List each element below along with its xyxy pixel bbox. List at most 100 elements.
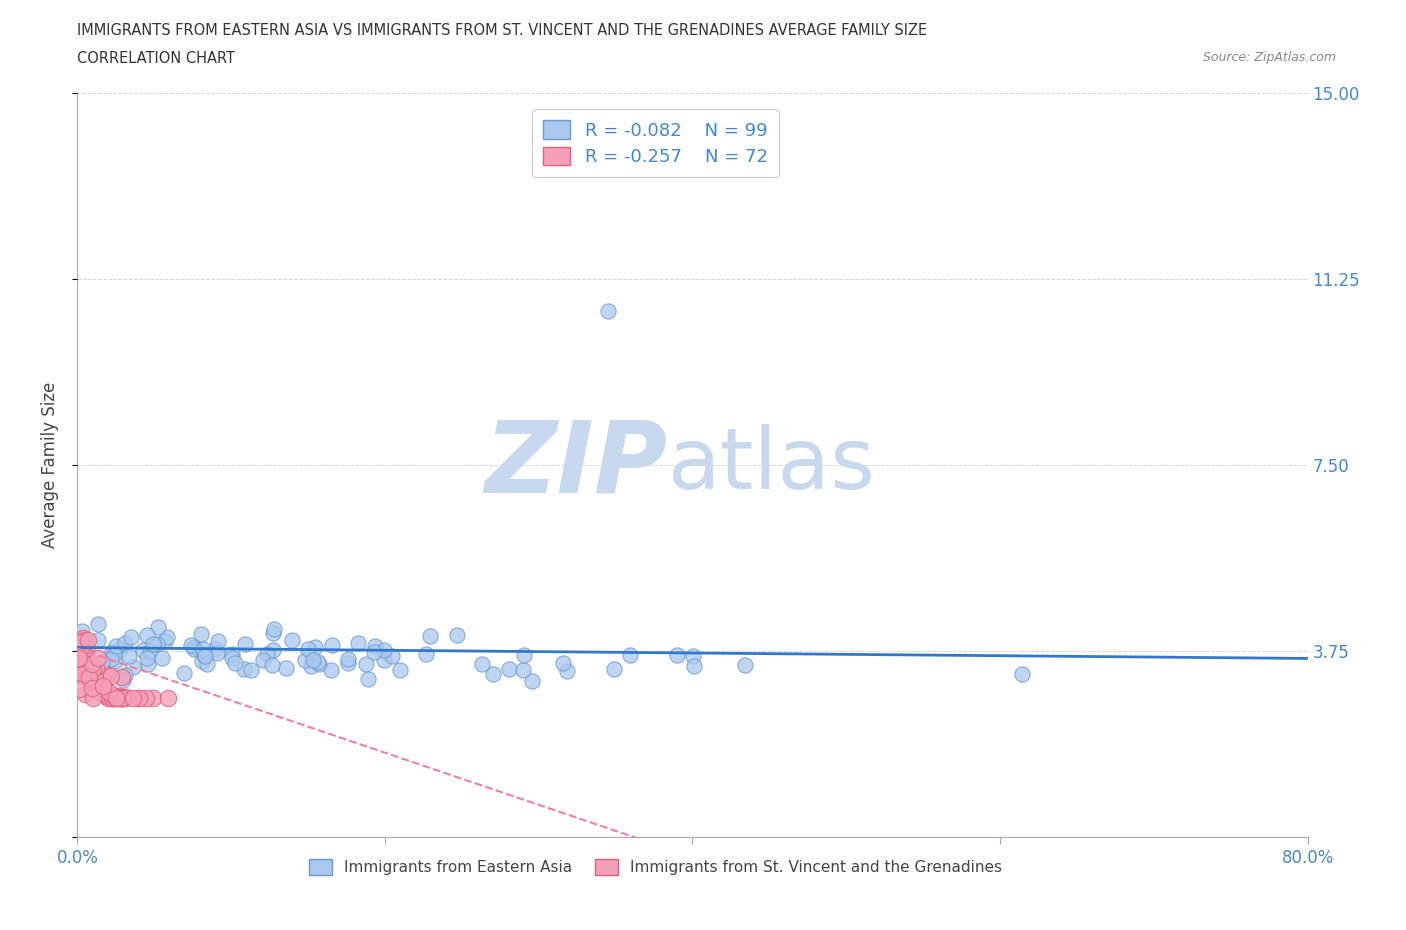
Point bbox=[389, 662, 412, 677]
Point bbox=[555, 663, 578, 678]
Text: CORRELATION CHART: CORRELATION CHART bbox=[77, 51, 235, 66]
Point bbox=[142, 691, 165, 706]
Point bbox=[77, 632, 100, 647]
Point bbox=[70, 651, 93, 666]
Point bbox=[136, 657, 159, 671]
Point bbox=[734, 658, 756, 672]
Point bbox=[301, 652, 323, 667]
Point bbox=[207, 634, 229, 649]
Point bbox=[118, 648, 141, 663]
Point bbox=[336, 656, 359, 671]
Point bbox=[262, 643, 284, 658]
Point bbox=[105, 691, 128, 706]
Point bbox=[142, 636, 165, 651]
Point bbox=[67, 645, 90, 660]
Point bbox=[157, 691, 180, 706]
Point bbox=[107, 691, 129, 706]
Point bbox=[207, 645, 229, 660]
Point bbox=[274, 660, 297, 675]
Point bbox=[72, 631, 94, 645]
Point bbox=[97, 691, 120, 706]
Point bbox=[224, 656, 246, 671]
Point bbox=[262, 626, 284, 641]
Point bbox=[100, 652, 122, 667]
Point bbox=[128, 691, 150, 706]
Point bbox=[513, 647, 536, 662]
Point bbox=[75, 654, 97, 669]
Point bbox=[373, 652, 395, 667]
Point bbox=[87, 632, 110, 647]
Point bbox=[75, 662, 97, 677]
Point bbox=[97, 668, 120, 683]
Legend: Immigrants from Eastern Asia, Immigrants from St. Vincent and the Grenadines: Immigrants from Eastern Asia, Immigrants… bbox=[302, 853, 1008, 882]
Point bbox=[522, 674, 544, 689]
Point bbox=[67, 650, 90, 665]
Point bbox=[96, 667, 118, 682]
Point bbox=[69, 635, 91, 650]
Point bbox=[84, 661, 107, 676]
Point bbox=[72, 669, 94, 684]
Text: ZIP: ZIP bbox=[485, 417, 668, 513]
Point bbox=[194, 648, 217, 663]
Point bbox=[132, 643, 155, 658]
Point bbox=[128, 691, 150, 706]
Point bbox=[263, 621, 285, 636]
Point bbox=[498, 661, 520, 676]
Point bbox=[91, 655, 114, 670]
Point bbox=[103, 646, 125, 661]
Point bbox=[596, 304, 619, 319]
Point bbox=[70, 647, 93, 662]
Point bbox=[72, 667, 94, 682]
Point bbox=[336, 652, 359, 667]
Point bbox=[304, 640, 326, 655]
Point bbox=[108, 688, 131, 703]
Point bbox=[70, 624, 93, 639]
Point bbox=[354, 657, 377, 671]
Point bbox=[101, 644, 124, 659]
Point bbox=[67, 651, 90, 666]
Point bbox=[107, 690, 129, 705]
Point bbox=[357, 671, 380, 686]
Point bbox=[446, 628, 468, 643]
Point bbox=[180, 638, 202, 653]
Text: IMMIGRANTS FROM EASTERN ASIA VS IMMIGRANTS FROM ST. VINCENT AND THE GRENADINES A: IMMIGRANTS FROM EASTERN ASIA VS IMMIGRAN… bbox=[77, 23, 928, 38]
Point bbox=[70, 664, 93, 679]
Point bbox=[190, 626, 212, 641]
Point bbox=[194, 649, 217, 664]
Point bbox=[79, 674, 101, 689]
Point bbox=[84, 664, 107, 679]
Point bbox=[381, 648, 404, 663]
Point bbox=[619, 647, 641, 662]
Point bbox=[112, 689, 135, 704]
Point bbox=[419, 629, 441, 644]
Point bbox=[153, 633, 176, 648]
Point bbox=[191, 653, 214, 668]
Point bbox=[256, 646, 278, 661]
Point bbox=[666, 647, 689, 662]
Point bbox=[683, 658, 706, 673]
Point bbox=[72, 666, 94, 681]
Point bbox=[307, 655, 329, 670]
Point bbox=[111, 670, 134, 684]
Point bbox=[76, 663, 98, 678]
Point bbox=[70, 641, 93, 656]
Point bbox=[76, 659, 98, 674]
Point bbox=[139, 644, 162, 658]
Point bbox=[111, 672, 134, 687]
Point bbox=[75, 686, 97, 701]
Point bbox=[146, 620, 169, 635]
Point bbox=[110, 691, 132, 706]
Point bbox=[308, 657, 330, 671]
Text: atlas: atlas bbox=[668, 423, 876, 507]
Point bbox=[299, 658, 322, 673]
Point bbox=[72, 656, 94, 671]
Point bbox=[96, 688, 118, 703]
Point bbox=[121, 659, 143, 674]
Point bbox=[321, 662, 343, 677]
Point bbox=[82, 657, 104, 671]
Point bbox=[110, 691, 132, 706]
Point bbox=[111, 691, 134, 706]
Point bbox=[72, 631, 94, 645]
Point bbox=[281, 632, 304, 647]
Point bbox=[120, 630, 142, 644]
